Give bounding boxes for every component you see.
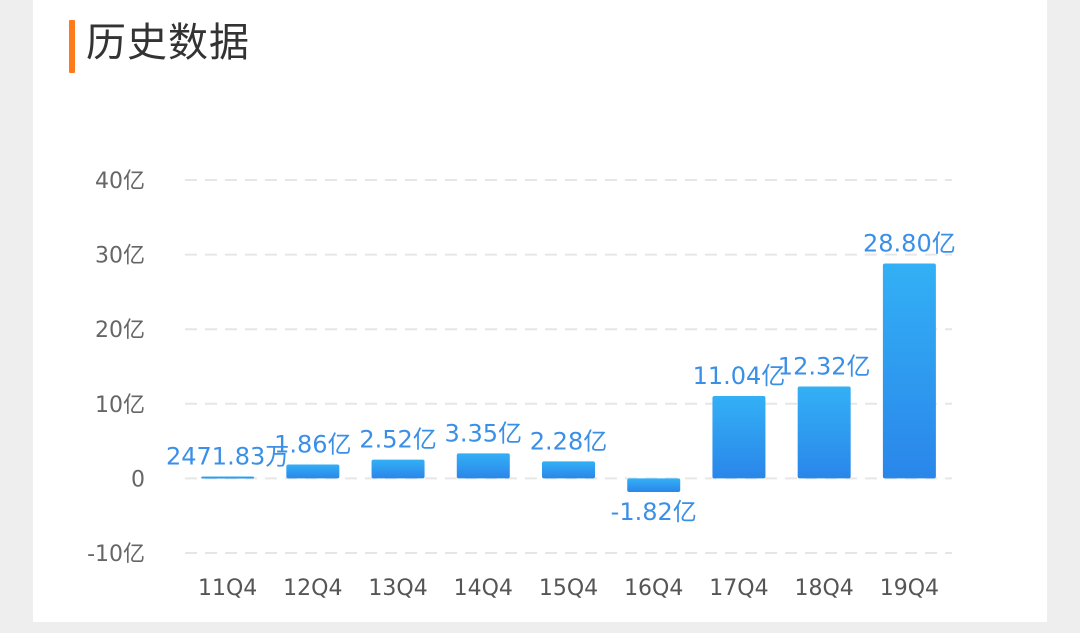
x-tick-label: 15Q4 xyxy=(539,576,598,601)
x-tick-label: 13Q4 xyxy=(368,576,427,601)
bar xyxy=(456,453,510,479)
bars xyxy=(201,263,936,492)
page-title: 历史数据 xyxy=(86,20,250,66)
bar xyxy=(371,459,425,479)
x-axis-ticks: 11Q4 12Q4 13Q4 14Q4 15Q4 16Q4 17Q4 18Q4 19Q4 xyxy=(198,576,939,601)
bar xyxy=(797,386,851,479)
bar xyxy=(627,478,681,492)
y-tick-label: 40亿 xyxy=(95,169,145,194)
bar xyxy=(201,476,255,479)
bar xyxy=(286,464,340,479)
bar xyxy=(542,461,595,479)
title-accent-bar xyxy=(69,20,75,73)
x-tick-label: 12Q4 xyxy=(283,576,342,601)
data-label: 11.04亿 xyxy=(693,362,786,390)
data-label: 2.52亿 xyxy=(359,426,436,454)
data-label: 1.86亿 xyxy=(274,431,351,459)
x-tick-label: 11Q4 xyxy=(198,576,257,601)
y-tick-label: 0 xyxy=(131,467,145,492)
data-label: 2.28亿 xyxy=(530,427,607,455)
chart-card xyxy=(33,0,1047,622)
data-label: 28.80亿 xyxy=(863,230,956,258)
data-label: 12.32亿 xyxy=(778,352,871,380)
x-tick-label: 16Q4 xyxy=(624,576,683,601)
data-label: -1.82亿 xyxy=(611,498,697,526)
x-tick-label: 19Q4 xyxy=(880,576,939,601)
y-tick-label: -10亿 xyxy=(87,542,145,567)
bar xyxy=(712,396,766,479)
y-tick-label: 10亿 xyxy=(95,393,145,418)
y-tick-label: 20亿 xyxy=(95,318,145,343)
y-axis-ticks: 40亿 30亿 20亿 10亿 0 -10亿 xyxy=(87,169,145,567)
y-tick-label: 30亿 xyxy=(95,244,145,269)
bar xyxy=(882,263,936,479)
data-label: 3.35亿 xyxy=(445,419,522,447)
x-tick-label: 17Q4 xyxy=(709,576,768,601)
x-tick-label: 18Q4 xyxy=(795,576,854,601)
x-tick-label: 14Q4 xyxy=(454,576,513,601)
data-label: 2471.83万 xyxy=(166,443,289,471)
